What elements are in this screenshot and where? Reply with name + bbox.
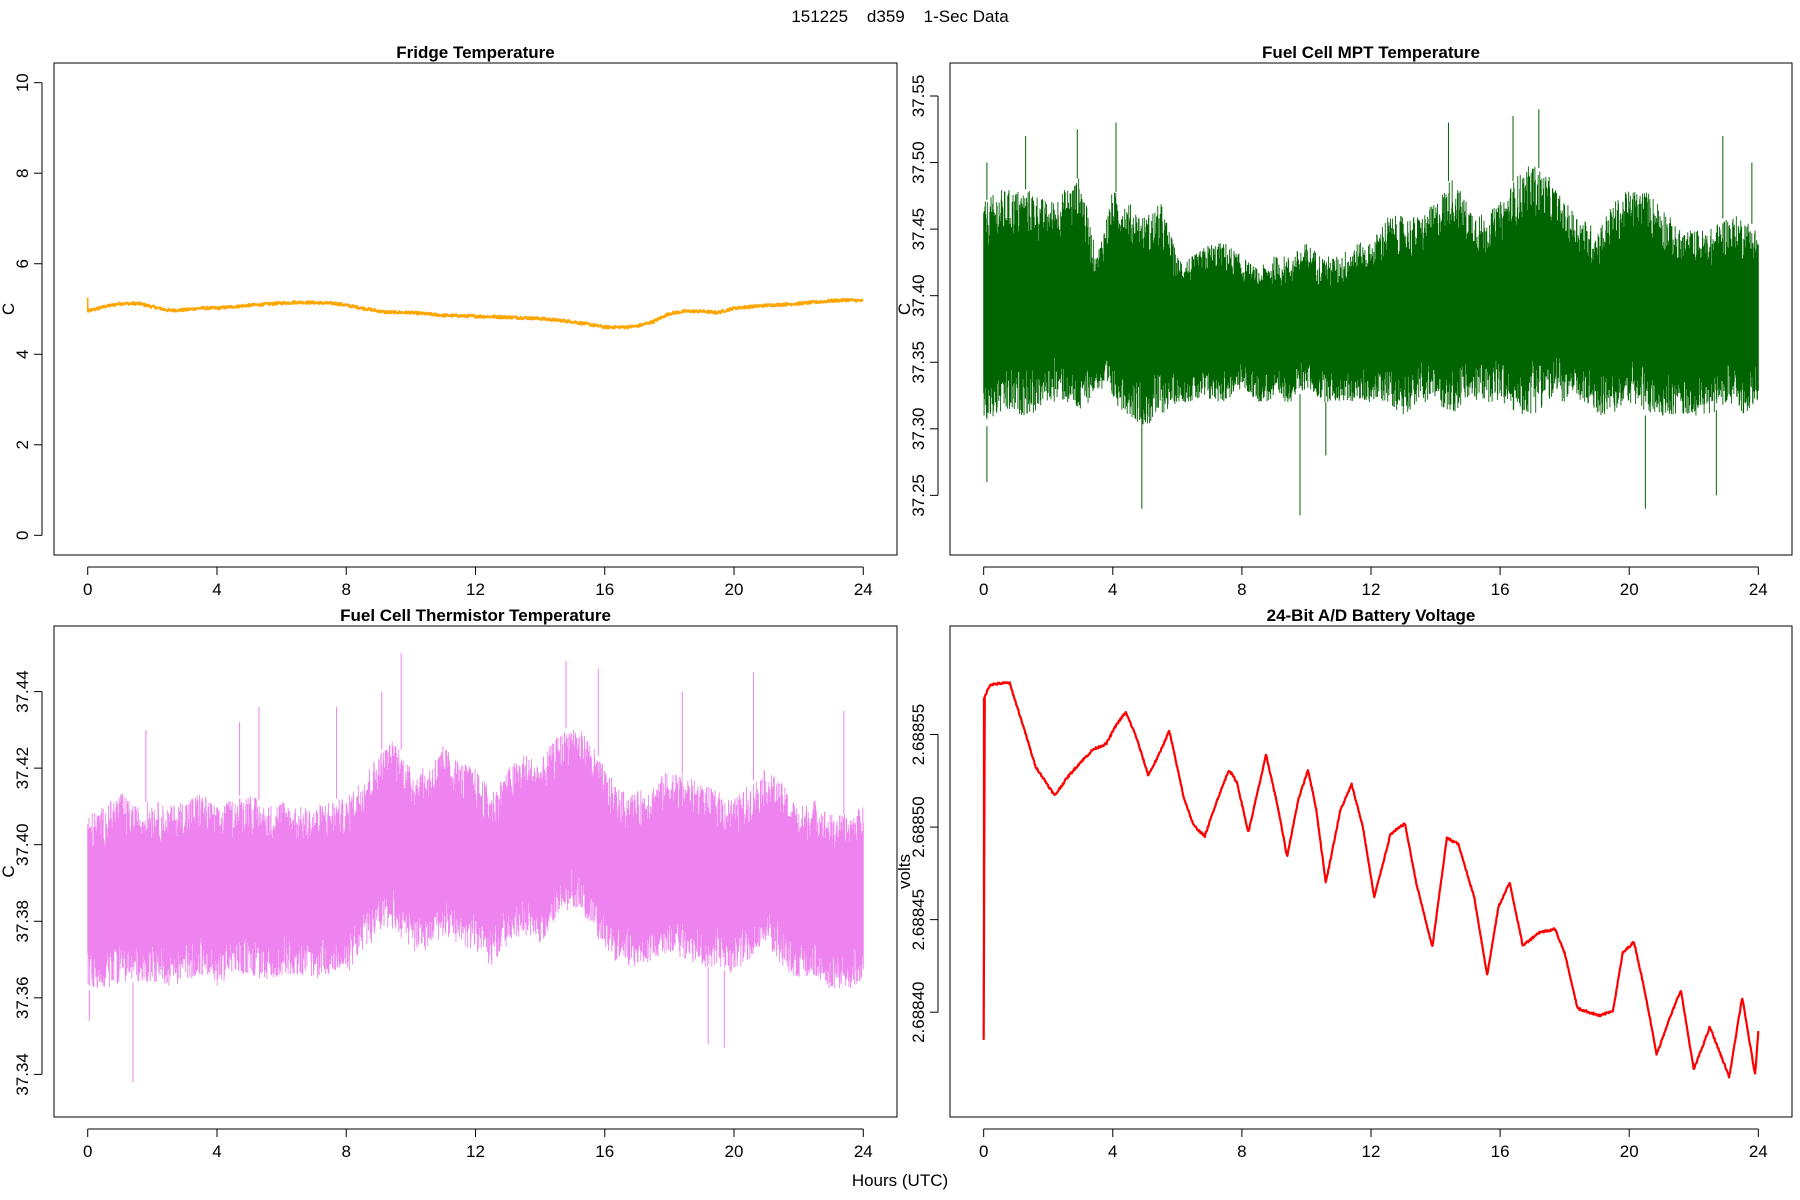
y-tick-label: 6 [13, 259, 32, 268]
y-tick-label: 37.50 [909, 141, 928, 184]
x-tick-label: 20 [725, 580, 744, 599]
y-tick-label: 37.25 [909, 474, 928, 517]
x-tick-label: 24 [1749, 580, 1768, 599]
x-tick-label: 20 [1620, 1142, 1639, 1161]
y-tick-label: 37.34 [13, 1053, 32, 1096]
x-tick-label: 4 [1108, 1142, 1117, 1161]
series-line [86, 297, 864, 330]
x-tick-label: 0 [83, 580, 92, 599]
x-tick-label: 24 [854, 1142, 873, 1161]
x-axis: 0 4 8 12 16 20 24 [979, 1128, 1768, 1161]
y-tick-label: 2.68840 [909, 981, 928, 1042]
y-tick-label: 37.42 [13, 747, 32, 790]
y-tick-label: 4 [13, 350, 32, 359]
y-tick-label: 2 [13, 440, 32, 449]
x-tick-label: 12 [466, 1142, 485, 1161]
panel-title: Fridge Temperature [396, 43, 554, 62]
x-tick-label: 16 [1491, 580, 1510, 599]
y-axis-label: C [895, 303, 914, 315]
x-tick-label: 20 [1620, 580, 1639, 599]
y-tick-label: 37.40 [13, 823, 32, 866]
x-axis: 0 4 8 12 16 20 24 [979, 566, 1768, 599]
y-tick-label: 37.30 [909, 408, 928, 451]
y-tick-label: 37.44 [13, 670, 32, 713]
panel-2: Fuel Cell MPT Temperature 0 4 8 12 16 20 24 37.2… [895, 43, 1793, 599]
y-tick-label: 2.68845 [909, 889, 928, 950]
series-path [982, 681, 1760, 1079]
series-line [983, 109, 1759, 516]
y-tick-label: 37.38 [13, 900, 32, 943]
x-tick-label: 0 [979, 1142, 988, 1161]
panel-4: 24-Bit A/D Battery Voltage 0 4 8 12 16 20 24 2.6… [895, 606, 1793, 1161]
x-tick-label: 8 [342, 1142, 351, 1161]
x-tick-label: 8 [1237, 1142, 1246, 1161]
y-tick-label: 0 [13, 531, 32, 540]
series-line [982, 681, 1760, 1079]
x-tick-label: 4 [212, 1142, 221, 1161]
y-axis: 37.34 37.36 37.38 37.40 37.42 37.44 [13, 670, 43, 1096]
panel-3: Fuel Cell Thermistor Temperature 0 4 8 12 16 2… [0, 606, 898, 1161]
y-tick-label: 10 [13, 73, 32, 92]
plot-frame [53, 625, 898, 1118]
x-tick-label: 0 [979, 580, 988, 599]
x-axis: 0 4 8 12 16 20 24 [83, 1128, 873, 1161]
panel-title: Fuel Cell Thermistor Temperature [340, 606, 611, 625]
x-tick-label: 24 [854, 580, 873, 599]
x-tick-label: 12 [1362, 1142, 1381, 1161]
figure-x-axis-label: Hours (UTC) [852, 1171, 948, 1190]
plot-frame [53, 62, 898, 556]
x-tick-label: 12 [466, 580, 485, 599]
y-tick-label: 37.45 [909, 208, 928, 251]
plot-frame [949, 625, 1793, 1118]
x-tick-label: 12 [1362, 580, 1381, 599]
x-tick-label: 8 [1237, 580, 1246, 599]
y-axis-label: C [0, 865, 18, 877]
y-tick-label: 37.40 [909, 274, 928, 317]
series-line [87, 653, 864, 1083]
y-axis-label: volts [895, 854, 914, 889]
x-tick-label: 8 [342, 580, 351, 599]
x-tick-label: 0 [83, 1142, 92, 1161]
y-tick-label: 37.35 [909, 341, 928, 384]
y-axis: 2.68840 2.68845 2.68850 2.68855 [909, 704, 939, 1043]
plot-frame [949, 62, 1793, 556]
x-tick-label: 4 [1108, 580, 1117, 599]
y-tick-label: 2.68850 [909, 796, 928, 857]
y-tick-label: 8 [13, 168, 32, 177]
y-tick-label: 37.55 [909, 75, 928, 118]
series-path [86, 297, 864, 330]
figure-title: 151225 d359 1-Sec Data [791, 7, 1009, 26]
series-noise [983, 166, 1759, 427]
y-tick-label: 37.36 [13, 977, 32, 1020]
panel-title: 24-Bit A/D Battery Voltage [1267, 606, 1476, 625]
x-tick-label: 16 [595, 1142, 614, 1161]
y-axis: 0 2 4 6 8 10 [13, 73, 43, 540]
x-tick-label: 16 [595, 580, 614, 599]
y-axis-label: C [0, 303, 18, 315]
panel-title: Fuel Cell MPT Temperature [1262, 43, 1480, 62]
series-noise [87, 729, 864, 989]
y-tick-label: 2.68855 [909, 704, 928, 765]
x-axis: 0 4 8 12 16 20 24 [83, 566, 873, 599]
x-tick-label: 16 [1491, 1142, 1510, 1161]
x-tick-label: 24 [1749, 1142, 1768, 1161]
x-tick-label: 4 [212, 580, 221, 599]
x-tick-label: 20 [725, 1142, 744, 1161]
y-axis: 37.25 37.30 37.35 37.40 37.45 37.50 37.55 [909, 75, 939, 517]
